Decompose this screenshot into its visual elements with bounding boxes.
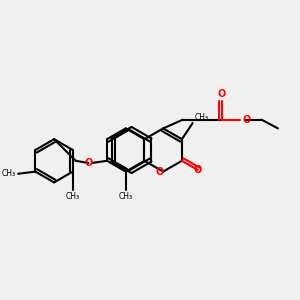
Text: O: O — [218, 89, 226, 99]
Text: O: O — [84, 158, 93, 168]
Text: CH₃: CH₃ — [119, 192, 133, 201]
Text: O: O — [243, 115, 251, 125]
Text: CH₃: CH₃ — [66, 192, 80, 201]
Text: O: O — [156, 167, 164, 177]
Text: CH₃: CH₃ — [194, 112, 208, 122]
Text: O: O — [194, 165, 202, 175]
Text: CH₃: CH₃ — [2, 169, 16, 178]
